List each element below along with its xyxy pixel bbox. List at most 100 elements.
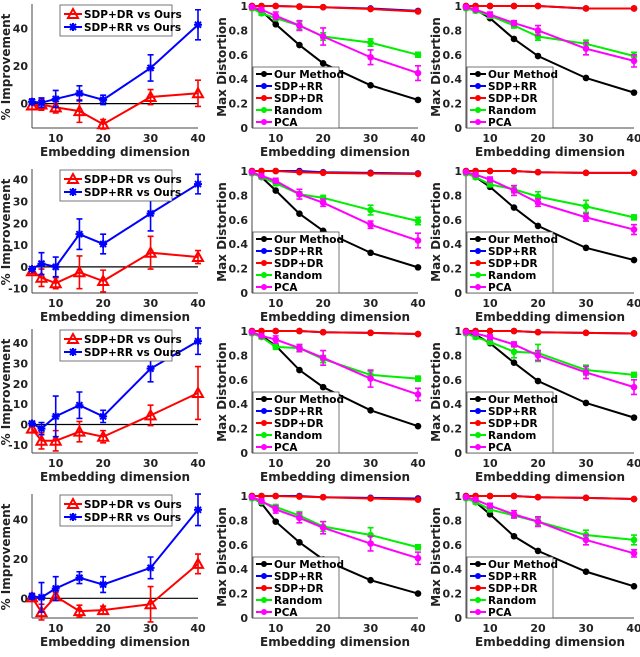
data-point — [414, 391, 422, 398]
y-tick-label: 0 — [240, 122, 248, 135]
data-point — [248, 3, 256, 11]
data-point — [582, 568, 590, 575]
data-point — [146, 364, 155, 373]
series-sdp-dr-vs-ours — [25, 79, 205, 130]
legend-marker — [475, 585, 481, 591]
legend-label: SDP+RR vs Ours — [84, 512, 181, 524]
data-point — [534, 2, 542, 10]
legend-marker — [475, 272, 481, 278]
y-tick-label: 0 — [240, 612, 248, 625]
data-point — [72, 424, 87, 437]
legend-marker — [261, 83, 267, 89]
legend-label: Our Method — [488, 394, 558, 406]
error-bar — [195, 365, 201, 421]
x-axis-label: Embedding dimension — [40, 635, 190, 649]
x-tick-label: 40 — [626, 457, 640, 470]
data-point — [319, 60, 327, 67]
y-tick-label: 0.4 — [229, 73, 249, 86]
x-tick-label: 20 — [95, 132, 111, 145]
data-point — [534, 493, 542, 501]
y-tick-label: 1 — [454, 490, 462, 503]
data-point — [486, 11, 494, 18]
data-point — [143, 408, 158, 421]
legend-marker — [69, 348, 77, 356]
y-tick-label: 0.8 — [443, 349, 463, 362]
legend-label: Random — [488, 105, 536, 117]
x-tick-label: 40 — [190, 622, 206, 635]
x-tick-label: 30 — [143, 457, 159, 470]
y-tick-label: 0.8 — [229, 349, 249, 362]
y-tick-label: 0.4 — [229, 563, 249, 576]
legend-marker — [475, 561, 481, 567]
x-axis-label: Embedding dimension — [40, 470, 190, 484]
data-point — [319, 199, 327, 207]
data-point — [296, 190, 303, 198]
legend-marker — [261, 396, 267, 402]
data-point — [96, 429, 110, 442]
legend-label: SDP+RR vs Ours — [84, 22, 181, 34]
series-pca — [248, 168, 422, 249]
legend-label: SDP+RR — [488, 246, 537, 258]
legend-label: SDP+DR — [488, 418, 538, 430]
x-tick-label: 30 — [363, 132, 379, 145]
legend-marker — [475, 284, 481, 290]
series-sdp-dr — [462, 167, 638, 177]
legend-marker — [261, 444, 267, 450]
y-tick-label: 0.6 — [443, 539, 463, 552]
x-tick-label: 30 — [578, 297, 594, 310]
legend-label: Random — [274, 430, 322, 442]
y-tick-label: 0 — [240, 287, 248, 300]
legend-label: PCA — [488, 442, 512, 454]
legend-label: Random — [488, 430, 536, 442]
legend-label: SDP+DR — [488, 583, 538, 595]
y-tick-label: 0.2 — [443, 423, 463, 436]
x-tick-label: 40 — [190, 132, 206, 145]
chart-panel: 10 20 30 40 0 0.2 0.4 0.6 0.8 1 Embedding dimensio… — [429, 490, 640, 649]
data-point — [630, 169, 638, 177]
y-tick-label: 0.8 — [229, 189, 249, 202]
x-tick-label: 10 — [268, 297, 284, 310]
y-tick-label: 40 — [13, 337, 29, 350]
data-point — [510, 187, 518, 194]
data-point — [296, 539, 303, 546]
x-tick-label: 10 — [48, 457, 64, 470]
data-point — [582, 169, 590, 177]
data-point — [96, 117, 110, 130]
x-axis-label: Embedding dimension — [475, 310, 625, 324]
data-point — [194, 20, 202, 29]
data-point — [51, 94, 60, 103]
x-tick-label: 10 — [48, 132, 64, 145]
data-point — [272, 343, 280, 351]
y-tick-label: 0.6 — [229, 49, 249, 62]
y-tick-label: 0.6 — [229, 214, 249, 227]
x-tick-label: 10 — [268, 457, 284, 470]
y-tick-label: 0 — [454, 287, 462, 300]
legend-label: PCA — [274, 117, 298, 129]
x-tick-label: 10 — [482, 132, 498, 145]
data-point — [143, 245, 158, 258]
data-point — [414, 422, 422, 430]
data-point — [319, 169, 327, 177]
x-tick-label: 30 — [578, 457, 594, 470]
series-sdp-rr-vs-ours — [28, 493, 202, 613]
data-point — [534, 222, 542, 230]
y-tick-label: 1 — [240, 0, 248, 13]
y-axis-label: Max Distortion — [429, 342, 443, 442]
chart-panel: 10 20 30 40 0 0.2 0.4 0.6 0.8 1 Embedding dimensio… — [429, 325, 640, 484]
data-point — [630, 550, 638, 557]
error-bar — [147, 235, 154, 270]
data-point — [630, 214, 638, 221]
x-tick-label: 30 — [143, 132, 159, 145]
data-point — [51, 262, 60, 271]
data-point — [296, 514, 303, 522]
y-tick-label: 0.2 — [443, 98, 463, 111]
y-tick-label: 0.4 — [443, 238, 463, 251]
series-sdp-dr-vs-ours — [25, 235, 205, 293]
x-tick-label: 20 — [530, 457, 546, 470]
data-point — [296, 344, 303, 352]
data-point — [510, 492, 518, 500]
legend-marker — [261, 284, 267, 290]
